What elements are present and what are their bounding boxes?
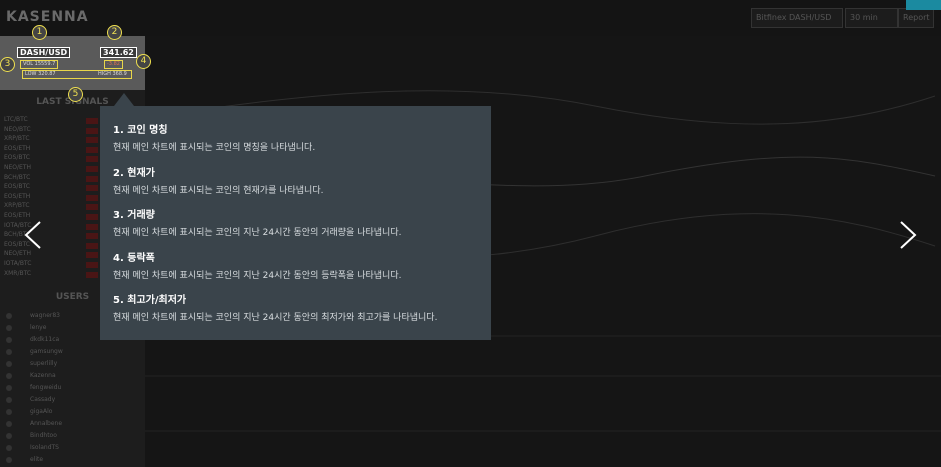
high: HIGH 368.9 — [98, 71, 127, 77]
signal-tag — [86, 146, 98, 153]
user-name: dkdk11ca — [30, 336, 60, 343]
user-name: superlilly — [30, 360, 58, 367]
signal-tag — [86, 204, 98, 211]
tooltip-arrow — [114, 93, 134, 106]
brand: KASENNA — [6, 9, 89, 25]
top-bar: KASENNA Bitfinex DASH/USD 30 min Report — [0, 0, 941, 36]
user-icon — [6, 313, 12, 319]
signal-row: IOTA/BTC — [4, 260, 136, 270]
signal-tag — [86, 214, 98, 220]
user-name: Kazenna — [30, 372, 56, 379]
signal-row: EOS/BTC — [4, 154, 136, 164]
item-text: 현재 메인 차트에 표시되는 코인의 지난 24시간 동안의 등락폭을 나타냅니… — [113, 270, 402, 281]
signal-tag — [86, 175, 98, 182]
signal-row: NEO/ETH — [4, 164, 136, 174]
marker: 1 — [32, 25, 47, 40]
signal-row: XMR/BTC — [4, 270, 136, 280]
user-icon — [6, 409, 12, 415]
signal-tag — [86, 166, 98, 172]
marker: 5 — [68, 87, 83, 102]
user-icon — [6, 457, 12, 463]
pair: DASH/USD — [17, 47, 71, 58]
item-title: 4. 등락폭 — [113, 252, 155, 264]
exchange-select[interactable]: Bitfinex DASH/USD — [751, 8, 843, 28]
user-icon — [6, 445, 12, 451]
user-name: Annalbene — [30, 420, 63, 427]
low: LOW 320.87 — [25, 71, 56, 77]
user-icon — [6, 397, 12, 403]
user-name: wagner83 — [30, 312, 60, 319]
user-icon — [6, 433, 12, 439]
signal-tag — [86, 233, 98, 240]
item-title: 5. 최고가/최저가 — [113, 295, 187, 306]
price: 341.62 — [100, 47, 137, 58]
user-icon — [6, 373, 12, 379]
marker: 3 — [0, 57, 15, 72]
user-icon — [6, 385, 12, 391]
change: -3.82 — [104, 60, 123, 69]
marker: 2 — [107, 25, 122, 40]
signal-tag — [86, 223, 98, 230]
signal-row: XRP/BTC — [4, 135, 136, 145]
signal-tag — [86, 242, 98, 249]
signal-row: EOS/ETH — [4, 145, 136, 155]
user-name: Bindhtoo — [30, 432, 57, 439]
item-text: 현재 메인 차트에 표시되는 코인의 명칭을 나타냅니다. — [113, 143, 316, 153]
user-name: Cassady — [30, 396, 56, 403]
signal-row: EOS/ETH — [4, 193, 136, 203]
marker: 4 — [136, 54, 151, 69]
volume: VOL 15559.7 — [20, 60, 59, 69]
signal-tag — [86, 156, 98, 163]
user-icon — [6, 349, 12, 355]
item-title: 2. 현재가 — [113, 167, 155, 179]
item-text: 현재 메인 차트에 표시되는 코인의 현재가를 나타냅니다. — [113, 185, 324, 196]
item-title: 1. 코인 명칭 — [113, 125, 168, 136]
signal-tag — [86, 137, 98, 144]
user-icon — [6, 337, 12, 343]
user-name: fengweidu — [30, 384, 62, 391]
signals-title: LAST SIGNALS — [36, 97, 109, 107]
signal-row: NEO/ETH — [4, 250, 136, 260]
user-name: gigaAlo — [30, 408, 53, 415]
signal-tag — [86, 185, 98, 192]
item-text: 현재 메인 차트에 표시되는 코인의 지난 24시간 동안의 거래량을 나타냅니… — [113, 228, 402, 238]
low-high — [22, 70, 132, 79]
user-name: lenye — [30, 324, 47, 331]
signal-row: IOTA/BTC — [4, 222, 136, 232]
report-button[interactable]: Report — [898, 8, 934, 28]
item-title: 3. 거래량 — [113, 210, 155, 221]
signal-row: BCH/BTC — [4, 231, 136, 241]
user-icon — [6, 325, 12, 331]
user-name: gamsungw — [30, 348, 63, 355]
signal-tag — [86, 271, 98, 278]
signal-tag — [86, 262, 98, 268]
interval-select[interactable]: 30 min — [845, 8, 898, 28]
signal-tag — [86, 194, 98, 201]
coin-panel: DASH/USD 341.62 VOL 15559.7 -3.82 LOW 32… — [0, 36, 145, 90]
signal-row: BCH/BTC — [4, 174, 136, 184]
signal-tag — [86, 127, 98, 134]
corner-badge — [906, 0, 941, 10]
next-arrow[interactable] — [897, 220, 919, 250]
item-text: 현재 메인 차트에 표시되는 코인의 지난 24시간 동안의 최저가와 최고가를… — [113, 313, 438, 323]
signal-row: EOS/BTC — [4, 241, 136, 251]
signal-tag — [86, 118, 98, 124]
signal-row: EOS/ETH — [4, 212, 136, 222]
user-name: elite — [30, 456, 44, 463]
user-icon — [6, 421, 12, 427]
prev-arrow[interactable] — [22, 220, 44, 250]
users-title: USERS — [55, 292, 90, 302]
user-name: IsolandTS — [30, 444, 59, 451]
signal-row: XRP/BTC — [4, 202, 136, 212]
signal-row: LTC/BTC — [4, 116, 136, 126]
signal-row: EOS/BTC — [4, 183, 136, 193]
signal-row: NEO/BTC — [4, 126, 136, 136]
signal-tag — [86, 252, 98, 259]
user-icon — [6, 361, 12, 367]
